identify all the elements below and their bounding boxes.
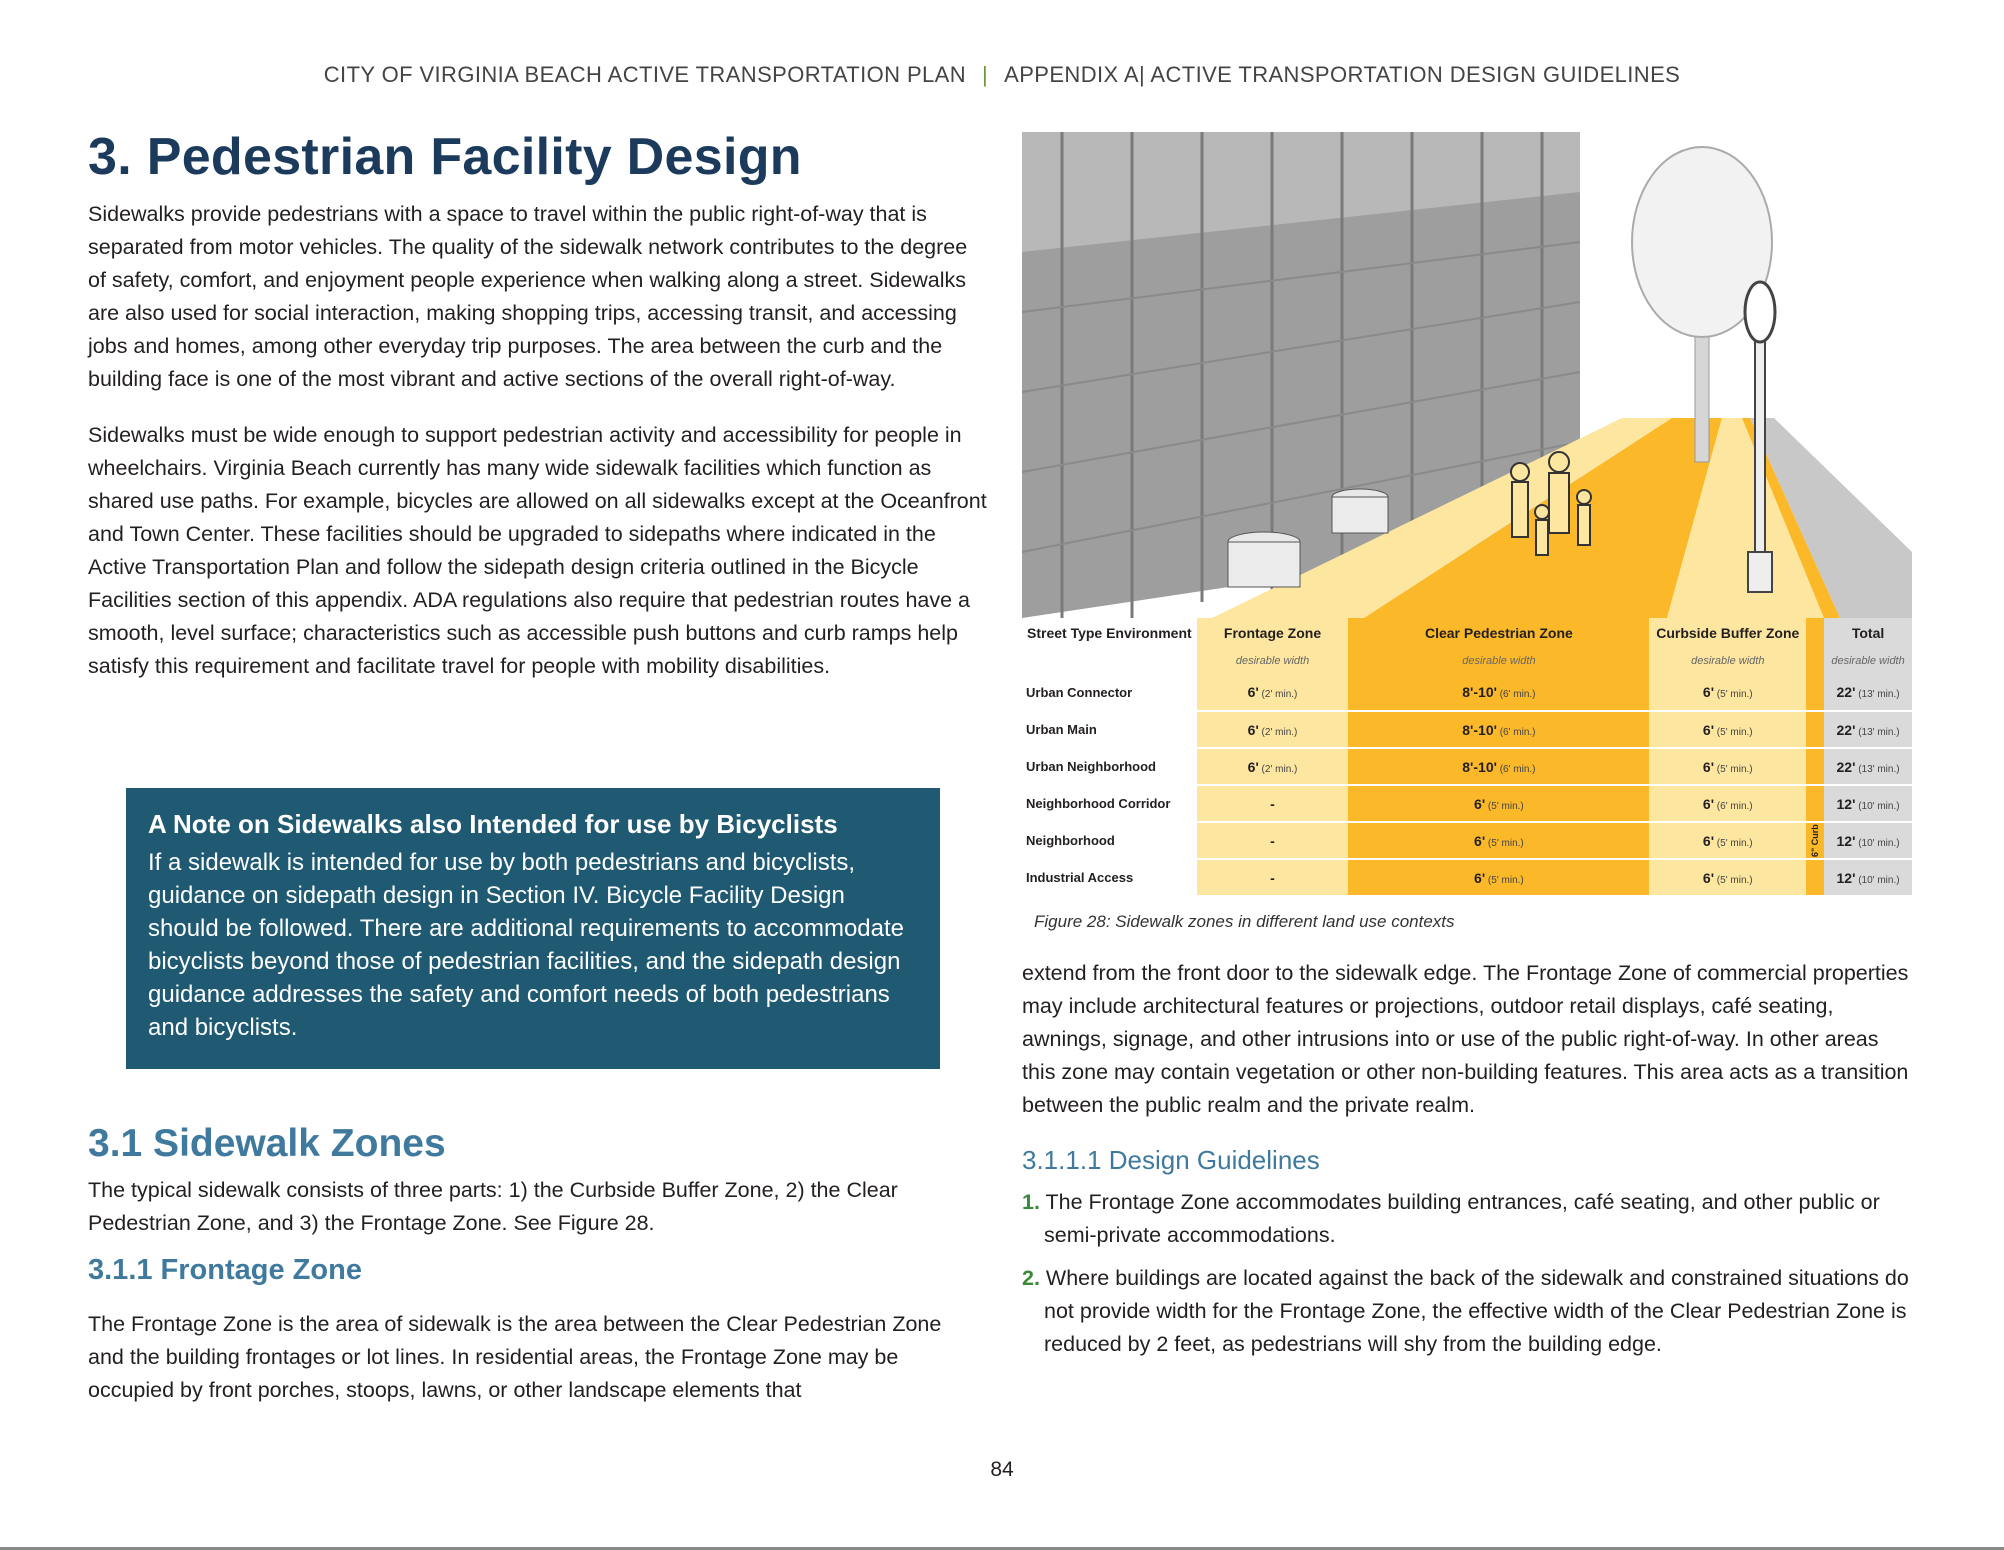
sidewalk-zones-section: 3.1 Sidewalk Zones The typical sidewalk … [88, 1118, 968, 1407]
note-text: If a sidewalk is intended for use by bot… [148, 849, 904, 1041]
clear-width-cell: 8'-10' (6' min.) [1348, 711, 1650, 749]
intro-paragraph-1: Sidewalks provide pedestrians with a spa… [88, 202, 968, 391]
frontage-width-cell: 6' (2' min.) [1196, 748, 1349, 786]
curbside-width-cell: 6' (5' min.) [1649, 674, 1807, 712]
guidelines-heading: 3.1.1.1 Design Guidelines [1022, 1145, 1320, 1175]
clear-width-cell: 6' (5' min.) [1348, 822, 1650, 860]
curbside-width-cell: 6' (5' min.) [1649, 859, 1807, 897]
total-width-cell: 12' (10' min.) [1824, 785, 1912, 823]
clear-width-cell: 6' (5' min.) [1348, 785, 1650, 823]
clear-width-cell: 8'-10' (6' min.) [1348, 674, 1650, 712]
curb-cell [1806, 711, 1825, 749]
frontage-width-cell: 6' (2' min.) [1196, 711, 1349, 749]
street-type-cell: Urban Connector [1022, 674, 1197, 712]
header-clear-pedestrian-zone: Clear Pedestrian Zone [1348, 618, 1650, 648]
street-type-cell: Urban Main [1022, 711, 1197, 749]
header-plan-title: CITY OF VIRGINIA BEACH ACTIVE TRANSPORTA… [323, 62, 967, 87]
total-width-cell: 22' (13' min.) [1824, 748, 1912, 786]
table-row: Urban Main 6' (2' min.) 8'-10' (6' min.) 6'… [1022, 711, 1912, 749]
intro-paragraph-2: Sidewalks must be wide enough to support… [88, 423, 987, 678]
bottom-rule [0, 1547, 2004, 1550]
total-width-cell: 22' (13' min.) [1824, 674, 1912, 712]
section-text: The typical sidewalk consists of three p… [88, 1178, 898, 1235]
curb-cell [1806, 859, 1825, 897]
frontage-width-cell: - [1196, 822, 1349, 860]
section-heading: 3.1 Sidewalk Zones [88, 1122, 446, 1165]
continuation-paragraph: extend from the front door to the sidewa… [1022, 961, 1909, 1117]
table-row: Neighborhood -6' (5' min.) 6' (5' min.) 6" … [1022, 822, 1912, 860]
frontage-width-cell: 6' (2' min.) [1196, 674, 1349, 712]
header-separator: | [982, 62, 989, 87]
running-header: CITY OF VIRGINIA BEACH ACTIVE TRANSPORTA… [0, 62, 2004, 88]
page-number: 84 [990, 1458, 1014, 1481]
street-type-cell: Neighborhood [1022, 822, 1197, 860]
subheader-curbside: desirable width [1649, 648, 1807, 674]
page-title: 3. Pedestrian Facility Design [88, 128, 802, 186]
guideline-number: 1. [1022, 1190, 1040, 1214]
table-row: Industrial Access -6' (5' min.) 6' (5' min… [1022, 859, 1912, 897]
figure-caption: Figure 28: Sidewalk zones in different l… [1034, 912, 1455, 931]
guideline-number: 2. [1022, 1266, 1040, 1290]
curbside-width-cell: 6' (5' min.) [1649, 748, 1807, 786]
total-width-cell: 22' (13' min.) [1824, 711, 1912, 749]
header-street-type: Street Type Environment [1027, 625, 1192, 641]
street-type-cell: Industrial Access [1022, 859, 1197, 897]
guideline-item: 2. Where buildings are located against t… [1022, 1262, 1912, 1361]
subsection-heading: 3.1.1 Frontage Zone [88, 1254, 362, 1286]
right-column: extend from the front door to the sidewa… [1022, 957, 1912, 1371]
subheader-total: desirable width [1824, 648, 1912, 674]
header-curbside-buffer-zone: Curbside Buffer Zone [1649, 618, 1807, 648]
total-width-cell: 12' (10' min.) [1824, 822, 1912, 860]
frontage-width-cell: - [1196, 859, 1349, 897]
guideline-text: The Frontage Zone accommodates building … [1044, 1190, 1880, 1247]
sidewalk-zones-table: Street Type Environment Frontage Zone Cl… [1022, 618, 1912, 897]
table-row: Urban Neighborhood 6' (2' min.) 8'-10' (6'… [1022, 748, 1912, 786]
clear-width-cell: 8'-10' (6' min.) [1348, 748, 1650, 786]
header-curb [1806, 618, 1825, 648]
left-column: 3. Pedestrian Facility Design Sidewalks … [88, 124, 988, 683]
subheader-frontage: desirable width [1196, 648, 1349, 674]
table-header-row: Street Type Environment Frontage Zone Cl… [1022, 618, 1912, 648]
guideline-text: Where buildings are located against the … [1044, 1266, 1909, 1356]
figure-28: Street Type Environment Frontage Zone Cl… [1022, 132, 1912, 906]
subheader-clear: desirable width [1348, 648, 1650, 674]
frontage-width-cell: - [1196, 785, 1349, 823]
curb-cell [1806, 748, 1825, 786]
street-type-cell: Neighborhood Corridor [1022, 785, 1197, 823]
table-row: Neighborhood Corridor -6' (5' min.) 6' (6'… [1022, 785, 1912, 823]
guideline-item: 1. The Frontage Zone accommodates buildi… [1022, 1186, 1912, 1252]
curb-cell [1806, 785, 1825, 823]
clear-width-cell: 6' (5' min.) [1348, 859, 1650, 897]
curbside-width-cell: 6' (5' min.) [1649, 822, 1807, 860]
street-type-cell: Urban Neighborhood [1022, 748, 1197, 786]
guidelines-list: 1. The Frontage Zone accommodates buildi… [1022, 1186, 1912, 1361]
note-title: A Note on Sidewalks also Intended for us… [148, 809, 838, 839]
subsection-text: The Frontage Zone is the area of sidewal… [88, 1312, 942, 1402]
table-row: Urban Connector 6' (2' min.) 8'-10' (6' mi… [1022, 674, 1912, 712]
header-frontage-zone: Frontage Zone [1196, 618, 1349, 648]
curbside-width-cell: 6' (5' min.) [1649, 711, 1807, 749]
header-appendix-title: APPENDIX A| ACTIVE TRANSPORTATION DESIGN… [1004, 62, 1681, 87]
curb-cell [1806, 674, 1825, 712]
curb-cell: 6" Curb [1806, 822, 1825, 859]
sidewalk-zones-illustration [1022, 132, 1912, 618]
header-total: Total [1824, 618, 1912, 648]
table-subheader-row: desirable width desirable width desirabl… [1022, 648, 1912, 674]
curbside-width-cell: 6' (6' min.) [1649, 785, 1807, 823]
note-callout-box: A Note on Sidewalks also Intended for us… [126, 788, 940, 1069]
total-width-cell: 12' (10' min.) [1824, 859, 1912, 897]
